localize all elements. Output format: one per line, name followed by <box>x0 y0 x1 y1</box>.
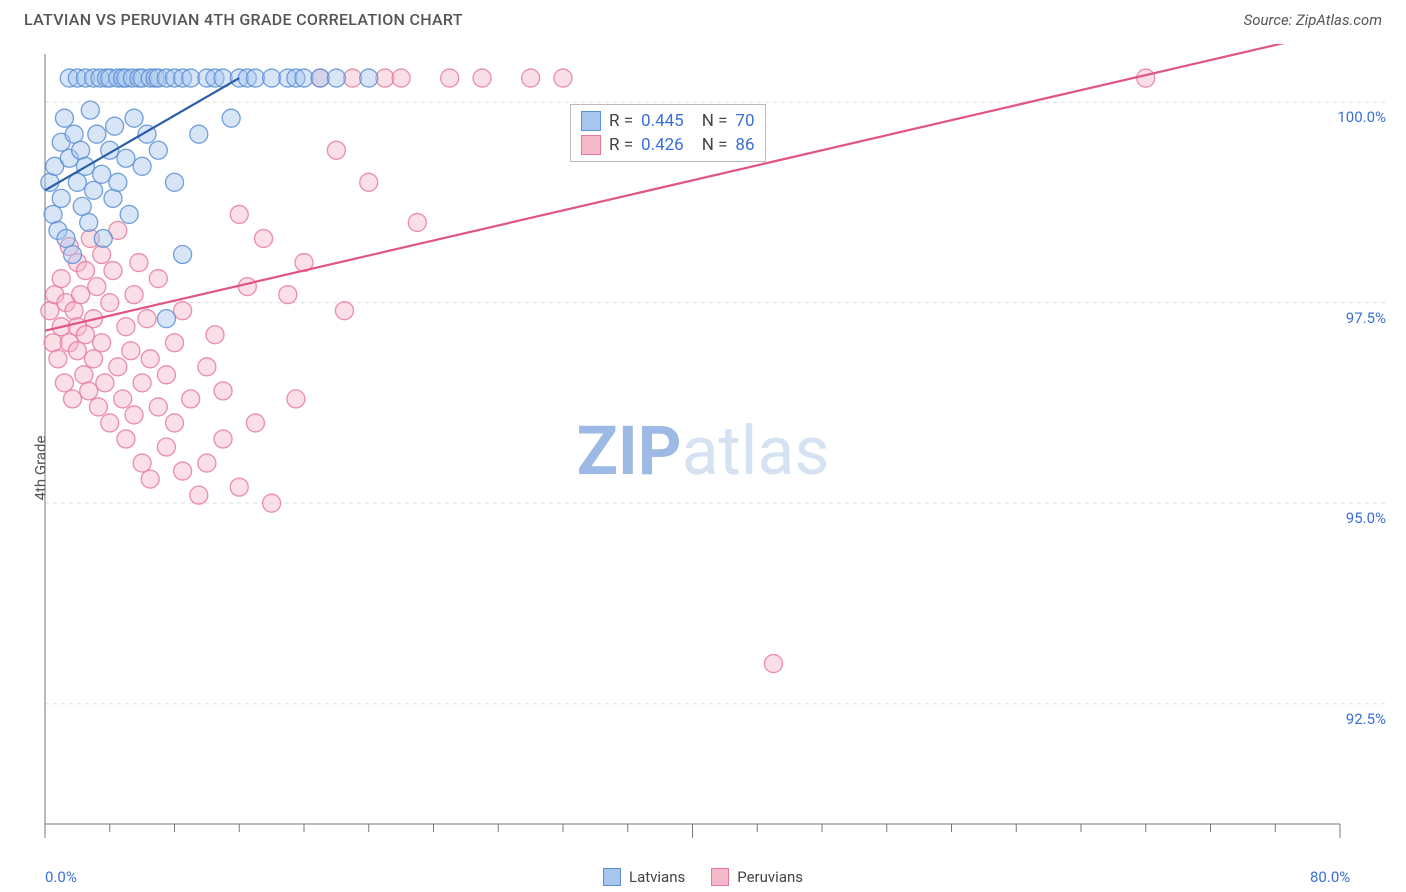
stat-row: R = 0.426 N = 86 <box>581 133 755 157</box>
legend-label: Peruvians <box>737 868 803 886</box>
stat-n-label: N = <box>702 135 728 155</box>
stat-row: R = 0.445 N = 70 <box>581 109 755 133</box>
chart-legend: Latvians Peruvians <box>0 868 1406 886</box>
legend-item: Latvians <box>603 868 685 886</box>
stat-n-label: N = <box>702 111 728 131</box>
y-tick-label: 97.5% <box>1346 309 1386 327</box>
stat-r-label: R = <box>609 111 633 131</box>
legend-swatch <box>711 868 729 886</box>
chart-title: LATVIAN VS PERUVIAN 4TH GRADE CORRELATIO… <box>24 10 463 29</box>
stat-n-value: 86 <box>735 135 754 155</box>
y-axis-label: 4th Grade <box>31 436 49 501</box>
stat-r-value: 0.426 <box>641 135 684 155</box>
stat-swatch <box>581 135 601 155</box>
y-tick-label: 92.5% <box>1346 710 1386 728</box>
chart-source: Source: ZipAtlas.com <box>1244 11 1382 29</box>
legend-item: Peruvians <box>711 868 803 886</box>
y-tick-label: 95.0% <box>1346 509 1386 527</box>
scatter-plot <box>0 44 1406 892</box>
chart-area: 4th Grade ZIPatlas 92.5%95.0%97.5%100.0%… <box>0 44 1406 892</box>
legend-swatch <box>603 868 621 886</box>
stat-n-value: 70 <box>735 111 754 131</box>
legend-label: Latvians <box>629 868 685 886</box>
stat-swatch <box>581 111 601 131</box>
chart-header: LATVIAN VS PERUVIAN 4TH GRADE CORRELATIO… <box>0 0 1406 43</box>
stat-r-label: R = <box>609 135 633 155</box>
correlation-stats-box: R = 0.445 N = 70 R = 0.426 N = 86 <box>570 104 766 162</box>
y-tick-label: 100.0% <box>1337 108 1386 126</box>
stat-r-value: 0.445 <box>641 111 684 131</box>
